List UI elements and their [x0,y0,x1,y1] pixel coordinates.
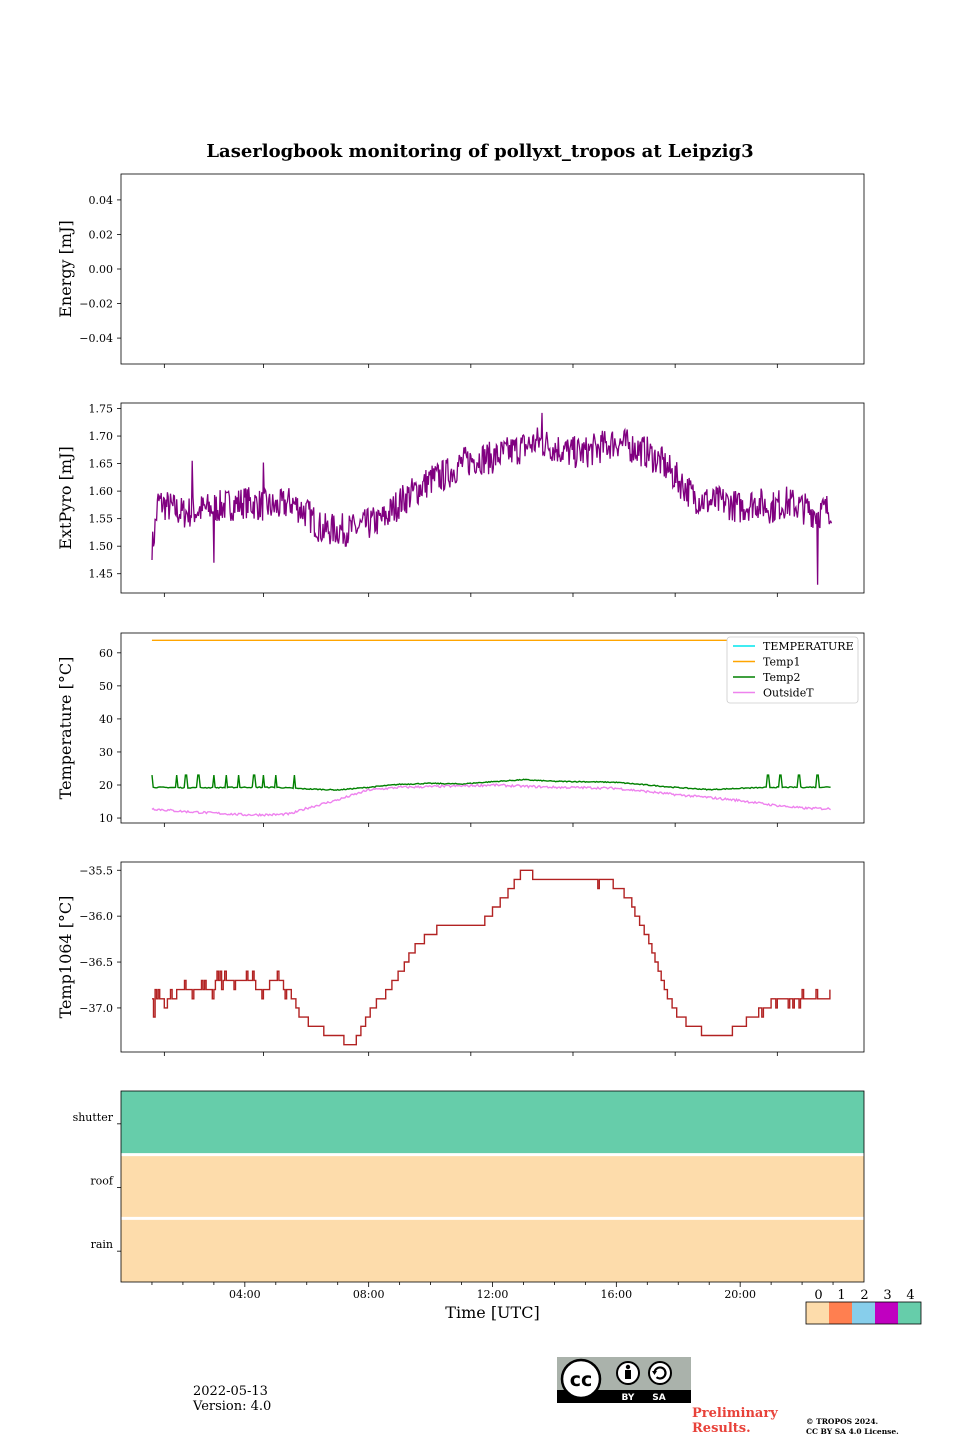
sa-arrowhead [652,1371,657,1375]
y-tick-label: −36.5 [79,956,113,969]
cc-license-badge: cc BY SA [557,1357,691,1403]
y-tick-label: −37.0 [79,1002,113,1015]
badge-by-label: BY [622,1393,635,1403]
x-axis-label: Time [UTC] [445,1303,539,1322]
x-tick-label: 04:00 [229,1288,261,1301]
colorbar-label: 2 [860,1288,868,1303]
y-tick-label: 0.04 [89,194,114,207]
by-person-body [625,1370,631,1379]
sa-share-icon [648,1361,672,1385]
copyright-notice: © TROPOS 2024. CC BY SA 4.0 License. [806,1417,899,1437]
cc-mark: cc [570,1369,593,1391]
axes-frame [120,402,865,594]
legend-label: TEMPERATURE [763,640,854,653]
meta-block: 2022-05-13 Version: 4.0 [193,1384,271,1414]
y-tick-label: 1.70 [89,430,114,443]
series-line-temp2 [151,774,831,792]
colorbar-cell [829,1302,852,1324]
colorbar-label: 3 [883,1288,891,1303]
y-tick-label: 10 [99,812,113,825]
y-tick-label: 20 [99,779,113,792]
y-axis-label: Temp1064 [°C] [56,896,75,1019]
figure-title: Laserlogbook monitoring of pollyxt_tropo… [206,141,754,162]
y-tick-label: 30 [99,746,113,759]
colorbar-cell [852,1302,875,1324]
y-tick-label: 1.75 [89,403,114,416]
copyright-line-2: CC BY SA 4.0 License. [806,1427,899,1436]
y-axis-label: Temperature [°C] [56,657,75,800]
axes-frame [120,861,865,1053]
status-row-shutter [121,1091,864,1155]
status-row-label: roof [90,1175,114,1188]
by-person-head [625,1364,631,1370]
y-tick-label: 1.55 [89,513,114,526]
y-tick-label: 60 [99,647,113,660]
legend-box [726,636,859,704]
cc-circle-icon [560,1358,602,1400]
y-tick-label: 0.02 [89,228,114,241]
series-line-extpyro [151,412,833,585]
y-tick-label: −0.02 [79,298,113,311]
y-tick-label: 1.65 [89,458,114,471]
sa-arrow [653,1366,667,1380]
y-tick-label: 40 [99,713,113,726]
colorbar-label: 0 [814,1288,822,1303]
status-row-roof [121,1154,864,1219]
y-tick-label: 1.50 [89,540,114,553]
x-tick-label: 20:00 [724,1288,756,1301]
legend-label: Temp2 [763,671,800,684]
date-label: 2022-05-13 [193,1384,268,1399]
x-tick-label: 16:00 [600,1288,632,1301]
status-row-label: rain [91,1238,113,1251]
axes-frame [120,632,865,824]
series-line-outsidet [151,783,831,817]
axes-frame [120,173,865,365]
colorbar-frame [805,1301,922,1325]
colorbar-label: 4 [906,1288,914,1303]
y-tick-label: −35.5 [79,864,113,877]
preliminary-notice: Preliminary Results. [692,1406,778,1436]
colorbar-cell [898,1302,921,1324]
version-label: Version: 4.0 [193,1399,272,1414]
copyright-line-1: © TROPOS 2024. [806,1417,879,1426]
x-tick-label: 12:00 [477,1288,509,1301]
colorbar-cell [806,1302,829,1324]
x-tick-label: 08:00 [353,1288,385,1301]
y-axis-label: Energy [mJ] [56,220,75,318]
colorbar-cell [875,1302,898,1324]
legend-label: Temp1 [763,656,800,669]
preliminary-text: Preliminary Results. [692,1406,778,1436]
y-tick-label: −36.0 [79,910,113,923]
y-tick-label: 0.00 [89,263,114,276]
badge-sa-label: SA [652,1393,665,1403]
y-tick-label: 1.60 [89,485,114,498]
colorbar-label: 1 [837,1288,845,1303]
legend-label: OutsideT [763,687,814,700]
legend: TEMPERATURE Temp1 Temp2 OutsideT [726,636,859,704]
y-tick-label: 50 [99,680,113,693]
y-axis-label: ExtPyro [mJ] [56,446,75,549]
status-row-label: shutter [73,1111,114,1124]
status-row-rain [121,1218,864,1282]
series-line-temp1064 [152,869,831,1046]
y-tick-label: 1.45 [89,568,114,581]
y-tick-label: −0.04 [79,332,113,345]
